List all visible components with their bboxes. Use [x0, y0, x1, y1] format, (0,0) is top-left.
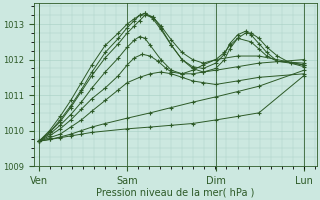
- X-axis label: Pression niveau de la mer( hPa ): Pression niveau de la mer( hPa ): [96, 187, 255, 197]
